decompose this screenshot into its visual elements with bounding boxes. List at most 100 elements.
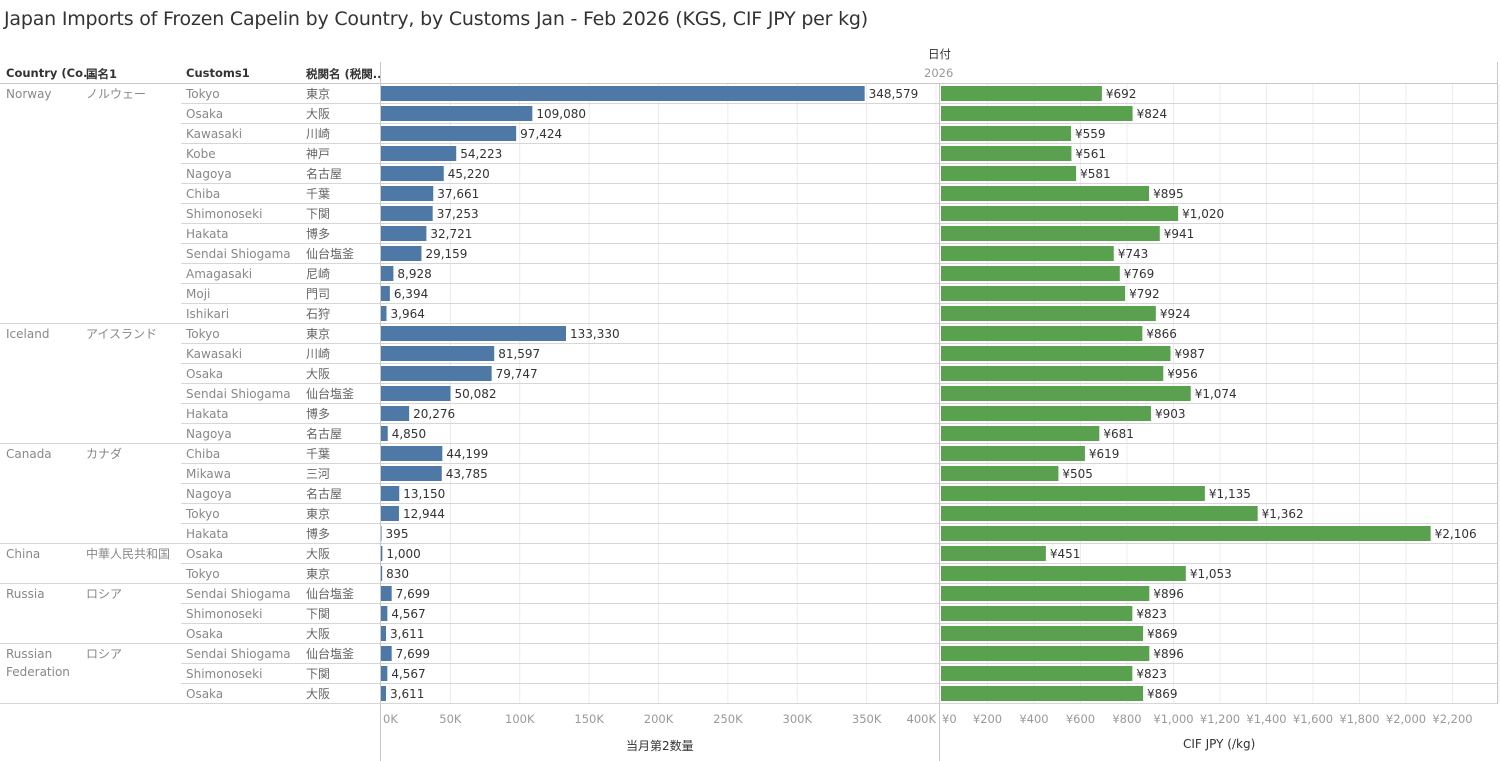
bar-label-cif: ¥1,135 [1209, 487, 1251, 501]
bar-cif [941, 526, 1431, 541]
bar-label-cif: ¥619 [1089, 447, 1120, 461]
bar-label-quantity: 133,330 [570, 327, 620, 341]
bar-label-quantity: 29,159 [425, 247, 467, 261]
customs-jp-label: 川崎 [306, 127, 331, 141]
customs-label: Osaka [186, 107, 224, 121]
header-customs-jp[interactable]: 税関名 (税関.. [306, 67, 382, 81]
bar-label-cif: ¥903 [1155, 407, 1186, 421]
tick-label-cif: ¥200 [973, 712, 1002, 726]
header-customs[interactable]: Customs1 [186, 66, 250, 80]
bar-label-cif: ¥866 [1146, 327, 1177, 341]
bar-label-cif: ¥941 [1164, 227, 1195, 241]
tick-label-quantity: 350K [852, 712, 882, 726]
country-jp-label: ノルウェー [86, 87, 147, 101]
country-jp-label: ロシア [86, 587, 123, 601]
customs-jp-label: 門司 [306, 287, 331, 301]
tick-label-quantity: 300K [783, 712, 813, 726]
bar-cif [941, 486, 1205, 501]
bar-label-quantity: 1,000 [386, 547, 420, 561]
bar-cif [941, 106, 1133, 121]
bar-label-quantity: 8,928 [397, 267, 431, 281]
country-label: Federation [6, 665, 70, 679]
country-label: Iceland [6, 327, 50, 341]
bar-cif [941, 246, 1114, 261]
customs-label: Sendai Shiogama [186, 647, 291, 661]
bar-quantity [381, 86, 865, 101]
tick-label-cif: ¥0 [942, 712, 957, 726]
customs-label: Hakata [186, 407, 229, 421]
bar-label-quantity: 97,424 [520, 127, 562, 141]
bar-quantity [381, 326, 566, 341]
bar-label-quantity: 81,597 [498, 347, 540, 361]
tick-label-cif: ¥600 [1066, 712, 1095, 726]
tick-label-cif: ¥2,200 [1432, 712, 1472, 726]
customs-label: Kawasaki [186, 347, 243, 361]
bar-quantity [381, 246, 422, 261]
country-label: Russian [6, 647, 53, 661]
bar-cif [941, 346, 1171, 361]
customs-label: Shimonoseki [186, 207, 263, 221]
bar-quantity [381, 346, 495, 361]
bar-cif [941, 366, 1164, 381]
country-jp-label: ロシア [86, 647, 123, 661]
bar-cif [941, 226, 1160, 241]
bar-label-cif: ¥1,020 [1182, 207, 1224, 221]
bar-label-cif: ¥895 [1153, 187, 1184, 201]
bar-label-quantity: 79,747 [496, 367, 538, 381]
customs-label: Tokyo [186, 567, 220, 581]
bar-label-cif: ¥681 [1103, 427, 1134, 441]
bar-cif [941, 426, 1100, 441]
tick-label-quantity: 100K [505, 712, 535, 726]
tick-label-cif: ¥1,600 [1293, 712, 1333, 726]
tick-label-cif: ¥1,200 [1200, 712, 1240, 726]
customs-label: Tokyo [186, 507, 220, 521]
bar-quantity [381, 526, 382, 541]
bar-quantity [381, 466, 442, 481]
bar-quantity [381, 206, 433, 221]
tick-label-cif: ¥1,400 [1246, 712, 1286, 726]
x-axis-title-cif: CIF JPY (/kg) [1183, 737, 1256, 751]
customs-jp-label: 石狩 [306, 307, 331, 321]
bar-quantity [381, 366, 492, 381]
bar-quantity [381, 506, 399, 521]
bar-quantity [381, 386, 451, 401]
bar-label-quantity: 7,699 [396, 587, 430, 601]
country-label: Russia [6, 587, 45, 601]
header-country[interactable]: Country (Co.. [6, 66, 92, 80]
customs-jp-label: 名古屋 [306, 427, 343, 441]
bar-cif [941, 646, 1150, 661]
tick-label-quantity: 150K [574, 712, 604, 726]
customs-jp-label: 名古屋 [306, 167, 343, 181]
bar-label-cif: ¥987 [1174, 347, 1205, 361]
customs-jp-label: 下関 [306, 607, 331, 621]
bar-label-cif: ¥823 [1136, 667, 1167, 681]
bar-label-cif: ¥896 [1153, 587, 1184, 601]
bar-label-quantity: 830 [386, 567, 409, 581]
customs-jp-label: 大阪 [306, 367, 331, 381]
bar-label-cif: ¥559 [1075, 127, 1106, 141]
customs-label: Chiba [186, 447, 221, 461]
customs-jp-label: 三河 [306, 467, 331, 481]
header-country-jp[interactable]: 国名1 [86, 67, 118, 81]
bar-label-quantity: 20,276 [413, 407, 455, 421]
customs-label: Amagasaki [186, 267, 253, 281]
bar-label-quantity: 43,785 [446, 467, 488, 481]
bar-label-quantity: 13,150 [403, 487, 445, 501]
bar-label-cif: ¥1,053 [1190, 567, 1232, 581]
customs-label: Moji [186, 287, 211, 301]
customs-label: Sendai Shiogama [186, 247, 291, 261]
bar-quantity [381, 586, 392, 601]
customs-jp-label: 大阪 [306, 107, 331, 121]
bar-cif [941, 146, 1072, 161]
chart-title: Japan Imports of Frozen Capelin by Count… [4, 8, 869, 30]
bar-label-cif: ¥869 [1147, 627, 1178, 641]
bar-quantity [381, 286, 390, 301]
header-year: 2026 [924, 66, 954, 80]
bar-quantity [381, 626, 387, 641]
bar-cif [941, 446, 1085, 461]
bar-label-cif: ¥769 [1124, 267, 1155, 281]
customs-jp-label: 仙台塩釜 [306, 247, 355, 261]
bar-label-quantity: 4,850 [392, 427, 426, 441]
customs-label: Osaka [186, 627, 224, 641]
